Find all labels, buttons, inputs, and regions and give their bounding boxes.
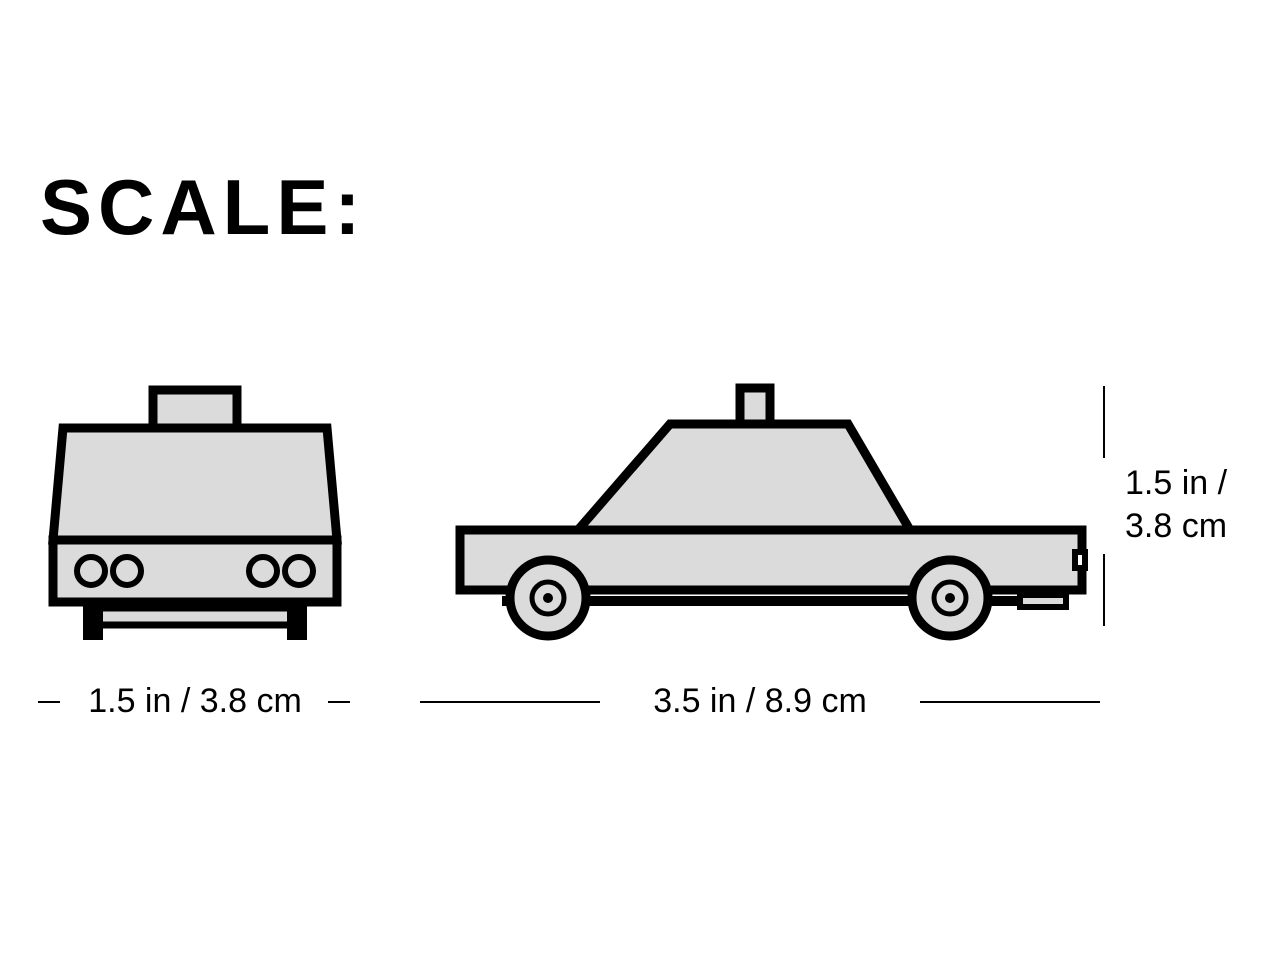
height-dimension-label: 1.5 in / 3.8 cm <box>1125 462 1227 547</box>
height-dimension-line <box>1094 386 1114 626</box>
height-line-2: 3.8 cm <box>1125 507 1227 545</box>
car-front-view <box>45 380 345 650</box>
diagram-canvas: SCALE: <box>0 0 1263 956</box>
car-side-view <box>430 380 1090 650</box>
length-dimension-label: 3.5 in / 8.9 cm <box>610 682 910 721</box>
height-line-1: 1.5 in / <box>1125 464 1227 502</box>
scale-title: SCALE: <box>40 162 366 253</box>
width-dimension-label: 1.5 in / 3.8 cm <box>70 682 320 721</box>
